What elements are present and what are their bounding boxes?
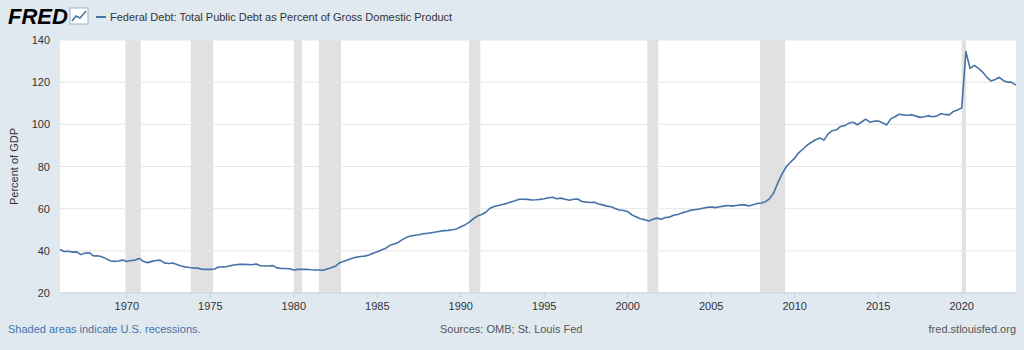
x-tick-label: 1990 [449,300,473,312]
x-tick [377,293,378,298]
grid-line [60,82,1016,83]
y-tick-label: 60 [38,203,50,215]
logo-icon-box [70,8,88,24]
y-axis-label: Percent of GDP [8,128,20,205]
plot-area [60,40,1016,293]
grid-line [60,124,1016,125]
x-tick [961,293,962,298]
logo-icon-line [72,11,86,21]
x-tick [794,293,795,298]
x-tick [878,293,879,298]
y-tick-label: 80 [38,161,50,173]
x-tick-label: 2020 [949,300,973,312]
legend-label: Federal Debt: Total Public Debt as Perce… [110,11,452,23]
background [0,0,1024,350]
chart: 20 40 60 80 100 120 140 1970 1975 1980 1985 1990 199… [0,0,1024,350]
x-tick [126,293,127,298]
legend-swatch [96,16,106,18]
x-tick-label: 1995 [532,300,556,312]
logo-icon [70,8,88,24]
x-tick-label: 1985 [365,300,389,312]
chart-root: 20 40 60 80 100 120 140 1970 1975 1980 1985 1990 199… [0,0,1024,350]
credit: fred.stlouisfed.org [929,323,1016,335]
y-tick-label: 120 [32,76,50,88]
x-tick-label: 1980 [282,300,306,312]
x-tick [210,293,211,298]
x-axis-line [60,293,1016,294]
x-tick-label: 2015 [866,300,890,312]
y-tick-label: 140 [32,34,50,46]
x-tick-label: 2005 [699,300,723,312]
x-tick-label: 2010 [783,300,807,312]
grid-line [60,293,1016,294]
source: Sources: OMB; St. Louis Fed [440,323,582,335]
grid-line [60,250,1016,251]
x-tick-label: 1975 [198,300,222,312]
series-line [60,52,1016,271]
plot-group [60,40,1016,293]
x-tick [460,293,461,298]
x-tick-label: 1970 [115,300,139,312]
x-tick [544,293,545,298]
x-tick-label: 2000 [616,300,640,312]
grid-line [60,40,1016,41]
y-tick-label: 100 [32,118,50,130]
y-tick-label: 40 [38,245,50,257]
logo: FRED [8,4,68,29]
x-tick [627,293,628,298]
y-tick-label: 20 [38,287,50,299]
x-tick [293,293,294,298]
footnote: Shaded areas indicate U.S. recessions. [8,323,201,335]
x-tick [711,293,712,298]
grid-line [60,166,1016,167]
grid-line [60,208,1016,209]
